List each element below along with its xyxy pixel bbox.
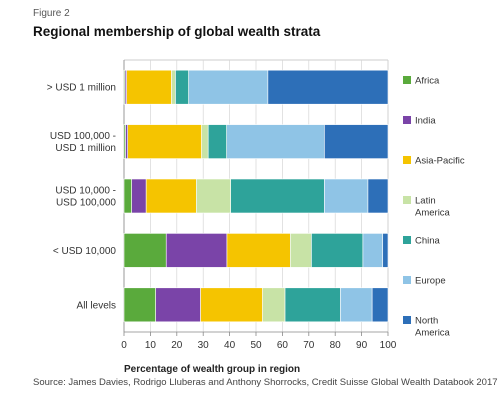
bar-segment-0-3 [171, 69, 176, 105]
bar-segment-4-4 [284, 287, 341, 323]
source-note: Source: James Davies, Rodrigo Lluberas a… [33, 377, 498, 388]
bar-segment-0-4 [175, 69, 189, 105]
chart-title: Regional membership of global wealth str… [33, 24, 321, 39]
legend-swatch-3 [403, 196, 411, 204]
bar-segment-1-4 [207, 124, 227, 159]
legend-swatch-6 [403, 316, 411, 324]
category-label-2-line-0: USD 10,000 - [55, 186, 116, 197]
bar-segment-3-1 [165, 233, 228, 268]
x-tick-label-7: 70 [303, 340, 315, 351]
bar-segment-0-2 [126, 69, 172, 105]
category-label-1-line-1: USD 1 million [55, 143, 116, 154]
legend-label-6-line-1: America [415, 328, 451, 339]
bar-segment-2-2 [145, 178, 197, 214]
legend-swatch-4 [403, 236, 411, 244]
x-tick-label-6: 60 [277, 340, 289, 351]
bar-segment-4-1 [155, 287, 201, 323]
legend-swatch-2 [403, 156, 411, 164]
x-axis-label: Percentage of wealth group in region [124, 364, 300, 375]
bar-segment-3-3 [290, 233, 312, 268]
legend-swatch-0 [403, 76, 411, 84]
bar-segment-4-6 [371, 287, 389, 323]
legend-label-3-line-1: America [415, 208, 451, 219]
bar-segment-2-1 [131, 178, 147, 214]
legend-label-6-line-0: North [415, 316, 438, 327]
legend-label-1: India [415, 116, 436, 127]
bar-segment-3-0 [123, 233, 167, 268]
x-tick-label-9: 90 [356, 340, 368, 351]
figure-label: Figure 2 [33, 8, 70, 19]
legend-label-3-line-0: Latin [415, 196, 436, 207]
bar-segment-2-4 [230, 178, 325, 214]
bar-segment-1-5 [226, 124, 325, 159]
bar-segment-3-2 [226, 233, 291, 268]
x-tick-label-2: 20 [171, 340, 183, 351]
bar-segment-3-4 [311, 233, 364, 268]
legend-label-0: Africa [415, 76, 440, 87]
category-label-3: < USD 10,000 [53, 246, 117, 257]
bar-segment-0-6 [267, 69, 389, 105]
bar-segment-2-0 [123, 178, 132, 214]
bar-segment-3-6 [382, 233, 389, 268]
bar-segment-4-0 [123, 287, 156, 323]
category-label-4: All levels [77, 300, 116, 311]
x-tick-label-1: 10 [145, 340, 157, 351]
bar-segment-1-6 [324, 124, 389, 159]
bar-segment-2-3 [196, 178, 231, 214]
x-tick-label-5: 50 [250, 340, 262, 351]
bar-segment-1-1 [125, 124, 128, 159]
category-label-1-line-0: USD 100,000 - [50, 131, 116, 142]
bar-segment-3-5 [362, 233, 384, 268]
x-tick-label-4: 40 [224, 340, 236, 351]
bar-segment-4-3 [262, 287, 286, 323]
bar-segment-2-6 [367, 178, 389, 214]
x-tick-label-8: 80 [330, 340, 342, 351]
x-tick-label-0: 0 [121, 340, 127, 351]
bar-segment-2-5 [324, 178, 369, 214]
bar-segment-0-5 [188, 69, 269, 105]
legend-label-5: Europe [415, 276, 446, 287]
legend-label-2: Asia-Pacific [415, 156, 465, 167]
legend-label-4: China [415, 236, 441, 247]
x-tick-label-3: 30 [198, 340, 210, 351]
bar-segment-4-2 [200, 287, 263, 323]
x-tick-label-10: 100 [380, 340, 397, 351]
legend-swatch-5 [403, 276, 411, 284]
bar-segment-1-3 [201, 124, 209, 159]
category-label-0: > USD 1 million [47, 83, 116, 94]
bar-segment-1-2 [127, 124, 202, 159]
category-label-2-line-1: USD 100,000 [56, 198, 116, 209]
bar-segment-4-5 [340, 287, 373, 323]
legend-swatch-1 [403, 116, 411, 124]
